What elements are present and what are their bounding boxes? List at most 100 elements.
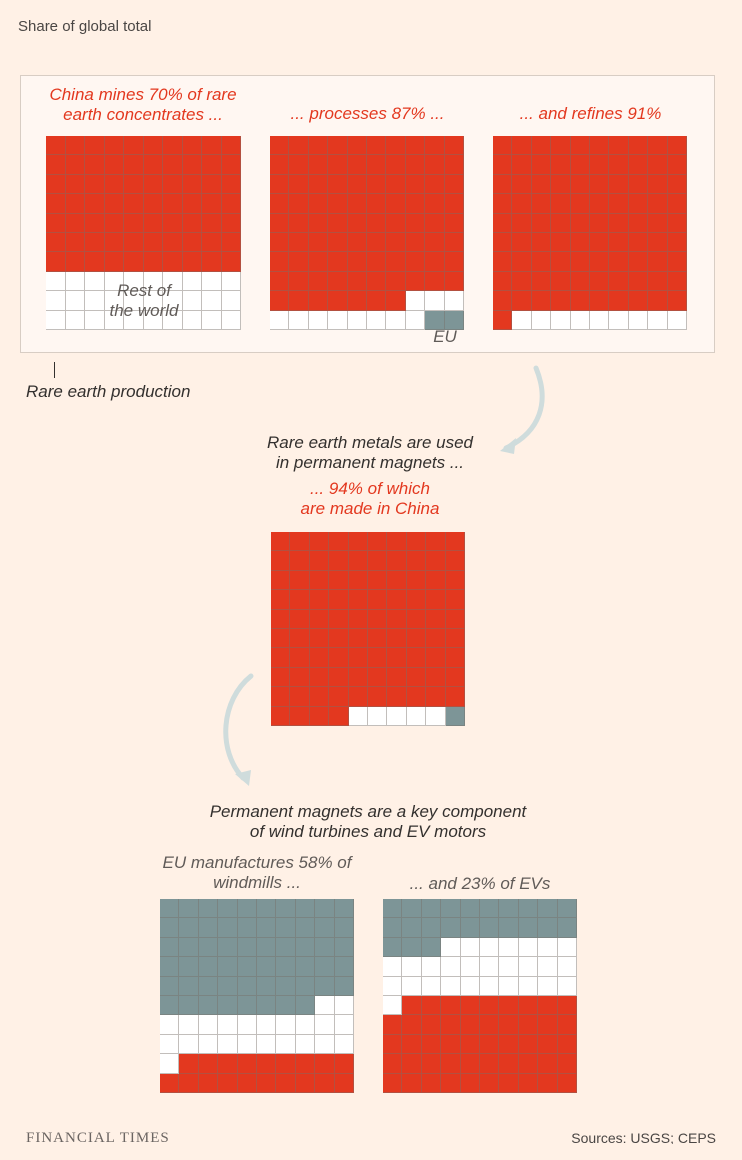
waffle-cell-china — [383, 1073, 403, 1093]
waffle-cell-china — [290, 687, 310, 707]
waffle-cell-china — [387, 570, 407, 591]
waffle-cell-eu — [441, 899, 461, 919]
waffle-cell-rest — [160, 1015, 180, 1035]
waffle-cell-china — [182, 136, 202, 156]
waffle-cell-rest — [163, 291, 183, 311]
waffle-cell-china — [628, 252, 649, 272]
waffle-cell-china — [289, 291, 309, 311]
waffle-cell-china — [531, 291, 552, 311]
waffle-cell-eu — [334, 899, 354, 919]
waffle-cell-eu — [295, 957, 316, 977]
waffle-cell-china — [628, 155, 649, 175]
waffle-cell-china — [406, 532, 427, 552]
waffle-cell-rest — [628, 310, 649, 330]
waffle-cell-china — [499, 995, 519, 1016]
waffle-cell-china — [531, 271, 552, 292]
waffle-cell-china — [366, 194, 387, 214]
waffle-cell-china — [421, 995, 442, 1016]
waffle-cell-china — [383, 1054, 403, 1074]
waffle-cell-china — [271, 551, 291, 571]
waffle-cell-china — [124, 232, 144, 253]
waffle-cell-eu — [198, 899, 219, 919]
waffle-cell-china — [290, 667, 310, 688]
waffle-cell-china — [85, 232, 105, 253]
waffle-cell-china — [405, 271, 426, 292]
waffle-cell-rest — [367, 706, 388, 726]
waffle-cell-china — [270, 213, 290, 233]
waffle-cell-china — [570, 252, 590, 272]
waffle-cell-china — [182, 194, 202, 214]
waffle-cell-china — [387, 687, 407, 707]
waffle-cell-china — [512, 136, 532, 156]
waffle-cell-china — [589, 213, 610, 233]
waffle-cell-eu — [256, 937, 277, 958]
waffle-cell-china — [124, 136, 144, 156]
waffle-cell-china — [271, 648, 291, 668]
waffle-cell-rest — [499, 976, 519, 996]
title-processing: ... processes 87% ... — [290, 104, 445, 123]
waffle-cell-rest — [163, 310, 183, 330]
waffle-cell-china — [667, 174, 687, 195]
waffle-cell-eu — [276, 937, 296, 958]
waffle-cell-china — [445, 667, 465, 688]
waffle-cell-china — [104, 194, 124, 214]
waffle-cell-eu — [218, 937, 238, 958]
waffle-cell-china — [328, 174, 348, 195]
waffle-cell-china — [479, 1054, 500, 1074]
waffle-cell-china — [289, 213, 309, 233]
title-evs: ... and 23% of EVs — [409, 874, 551, 893]
waffle-cell-eu — [315, 957, 335, 977]
waffle-cell-eu — [334, 918, 354, 938]
waffle-cell-china — [557, 1073, 577, 1093]
waffle-cell-china — [589, 232, 610, 253]
waffle-cell-rest — [104, 310, 124, 330]
waffle-cell-eu — [198, 976, 219, 996]
waffle-cell-china — [328, 194, 348, 214]
waffle-cell-china — [367, 667, 388, 688]
waffle-cell-china — [387, 667, 407, 688]
waffle-cell-china — [648, 194, 668, 214]
waffle-cell-china — [104, 252, 124, 272]
waffle-cell-china — [237, 1054, 257, 1074]
waffle-cell-china — [221, 232, 241, 253]
waffle-cell-china — [609, 136, 629, 156]
waffle-cell-china — [531, 252, 552, 272]
waffle-cell-china — [202, 232, 222, 253]
waffle-cell-eu — [334, 957, 354, 977]
title-windmills: EU manufactures 58% of windmills ... — [162, 853, 352, 892]
waffle-cell-china — [104, 155, 124, 175]
waffle-cell-eu — [198, 918, 219, 938]
waffle-cell-china — [426, 609, 446, 629]
waffle-cell-china — [221, 174, 241, 195]
waffle-cell-china — [648, 174, 668, 195]
waffle-cell-eu — [160, 957, 180, 977]
ft-logo: FINANCIAL TIMES — [26, 1130, 170, 1144]
waffle-cell-china — [406, 667, 427, 688]
waffle-cell-rest — [383, 995, 403, 1016]
waffle-cell-china — [309, 687, 330, 707]
waffle-cell-china — [290, 628, 310, 649]
waffle-cell-eu — [460, 899, 480, 919]
waffle-cell-china — [85, 155, 105, 175]
waffle-cell-china — [348, 532, 368, 552]
waffle-cell-china — [315, 1073, 335, 1093]
waffle-cell-eu — [198, 937, 219, 958]
waffle-cell-rest — [46, 291, 66, 311]
waffle-cell-china — [124, 194, 144, 214]
waffle-cell-china — [315, 1054, 335, 1074]
waffle-cell-china — [46, 194, 66, 214]
waffle-cell-china — [557, 1054, 577, 1074]
waffle-cell-china — [421, 1034, 442, 1055]
waffle-cell-eu — [479, 918, 500, 938]
waffle-cell-china — [124, 174, 144, 195]
waffle-cell-rest — [557, 937, 577, 958]
waffle-cell-rest — [334, 995, 354, 1016]
waffle-cell-china — [347, 271, 367, 292]
waffle-cell-rest — [460, 937, 480, 958]
waffle-cell-china — [648, 252, 668, 272]
waffle-cell-china — [426, 667, 446, 688]
waffle-cell-rest — [479, 937, 500, 958]
waffle-cell-china — [308, 136, 329, 156]
waffle-cell-rest — [538, 976, 558, 996]
waffle-cell-eu — [179, 937, 199, 958]
